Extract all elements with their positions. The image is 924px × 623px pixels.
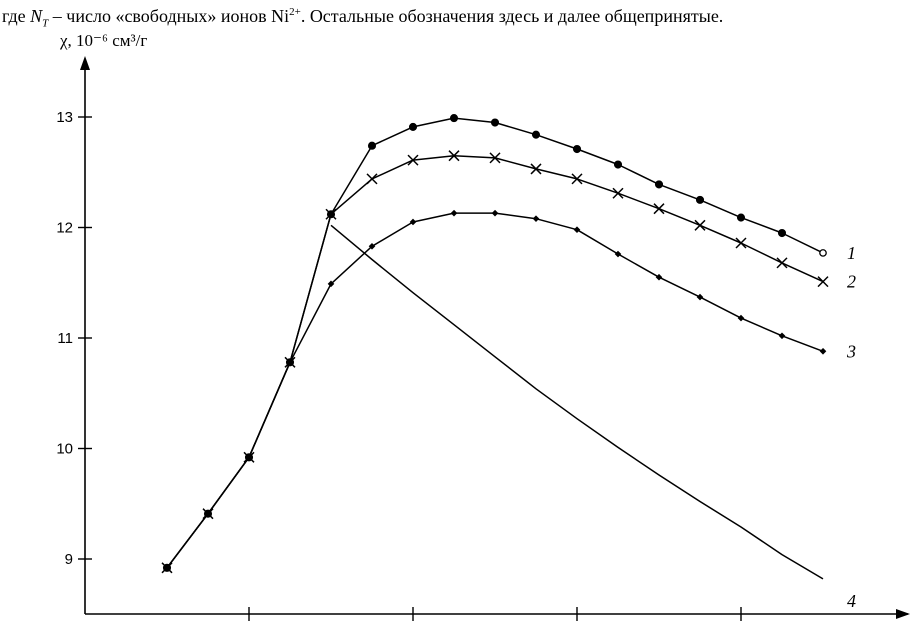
- series-3-point: [655, 273, 663, 281]
- y-tick-label: 12: [56, 220, 73, 237]
- series-3-label: 3: [846, 341, 856, 361]
- y-tick-label: 10: [56, 441, 73, 458]
- series-1-point: [449, 114, 459, 123]
- series-1-line: [166, 117, 824, 569]
- y-axis-label: χ, 10⁻⁶ см³/г: [59, 31, 147, 50]
- chart-caption: где NT – число «свободных» ионов Ni2+. О…: [2, 6, 723, 30]
- y-tick-label: 11: [57, 330, 73, 347]
- series-3-point: [696, 293, 704, 301]
- series-1-point: [490, 118, 500, 127]
- series-1-point: [531, 130, 541, 139]
- series-4-label: 4: [847, 591, 856, 611]
- series-1-point: [695, 195, 705, 204]
- series-2-point: [530, 163, 542, 175]
- series-3-point: [573, 226, 581, 234]
- y-tick-label: 13: [56, 109, 73, 126]
- series-3-point: [450, 209, 458, 217]
- series-1-point: [367, 141, 377, 150]
- series-2: 2: [161, 150, 856, 574]
- series-1-point: [572, 144, 582, 154]
- series-3-point: [245, 454, 253, 461]
- series-3-point: [327, 280, 335, 288]
- y-tick-label: 9: [65, 551, 73, 568]
- x-axis-arrow-icon: [896, 609, 910, 619]
- series-3-point: [409, 218, 417, 226]
- series-3-point: [532, 215, 540, 222]
- series-3-point: [204, 510, 212, 518]
- series-1-point: [408, 122, 418, 131]
- series-2-point: [817, 276, 829, 288]
- series-3-point: [614, 250, 622, 258]
- series-3-point: [737, 314, 745, 322]
- series-4-line: [330, 224, 824, 580]
- caption-prefix: где: [2, 6, 26, 26]
- series-3-line: [166, 212, 824, 569]
- series-4: 4: [330, 224, 856, 611]
- series-2-point: [366, 173, 378, 185]
- caption-symbol: NT: [30, 6, 49, 30]
- series-3-point: [286, 359, 294, 366]
- series-2-point: [489, 152, 501, 164]
- caption-ion-charge: 2+: [289, 6, 301, 18]
- series-3-point: [368, 242, 376, 250]
- series-1-point: [819, 249, 827, 257]
- series-2-point: [653, 203, 665, 215]
- caption-symbol-subscript: T: [42, 17, 49, 30]
- series-2-point: [776, 257, 788, 269]
- series-2-point: [448, 150, 460, 162]
- series-1-point: [654, 180, 664, 189]
- series-2-label: 2: [847, 272, 856, 292]
- series-1: 1: [162, 114, 856, 572]
- caption-middle: – число «свободных» ионов Ni: [48, 6, 290, 26]
- series-2-point: [571, 173, 583, 185]
- series-1-point: [777, 228, 787, 238]
- series-2-point: [407, 154, 419, 166]
- series-1-point: [736, 213, 746, 222]
- series-2-point: [325, 208, 337, 220]
- series-3-point: [163, 564, 171, 572]
- series-3: 3: [163, 209, 856, 572]
- series-1-point: [613, 160, 623, 169]
- chart-series: 1 2 3 4: [161, 114, 856, 611]
- series-2-line: [166, 154, 824, 569]
- series-2-point: [612, 187, 624, 199]
- series-2-point: [735, 237, 747, 249]
- series-2-point: [694, 219, 706, 231]
- y-axis-arrow-icon: [80, 56, 90, 70]
- series-1-label: 1: [847, 243, 856, 263]
- series-3-point: [778, 332, 786, 340]
- caption-suffix: . Остальные обозначения здесь и далее об…: [300, 6, 724, 26]
- series-3-point: [819, 347, 827, 355]
- series-3-point: [491, 209, 499, 217]
